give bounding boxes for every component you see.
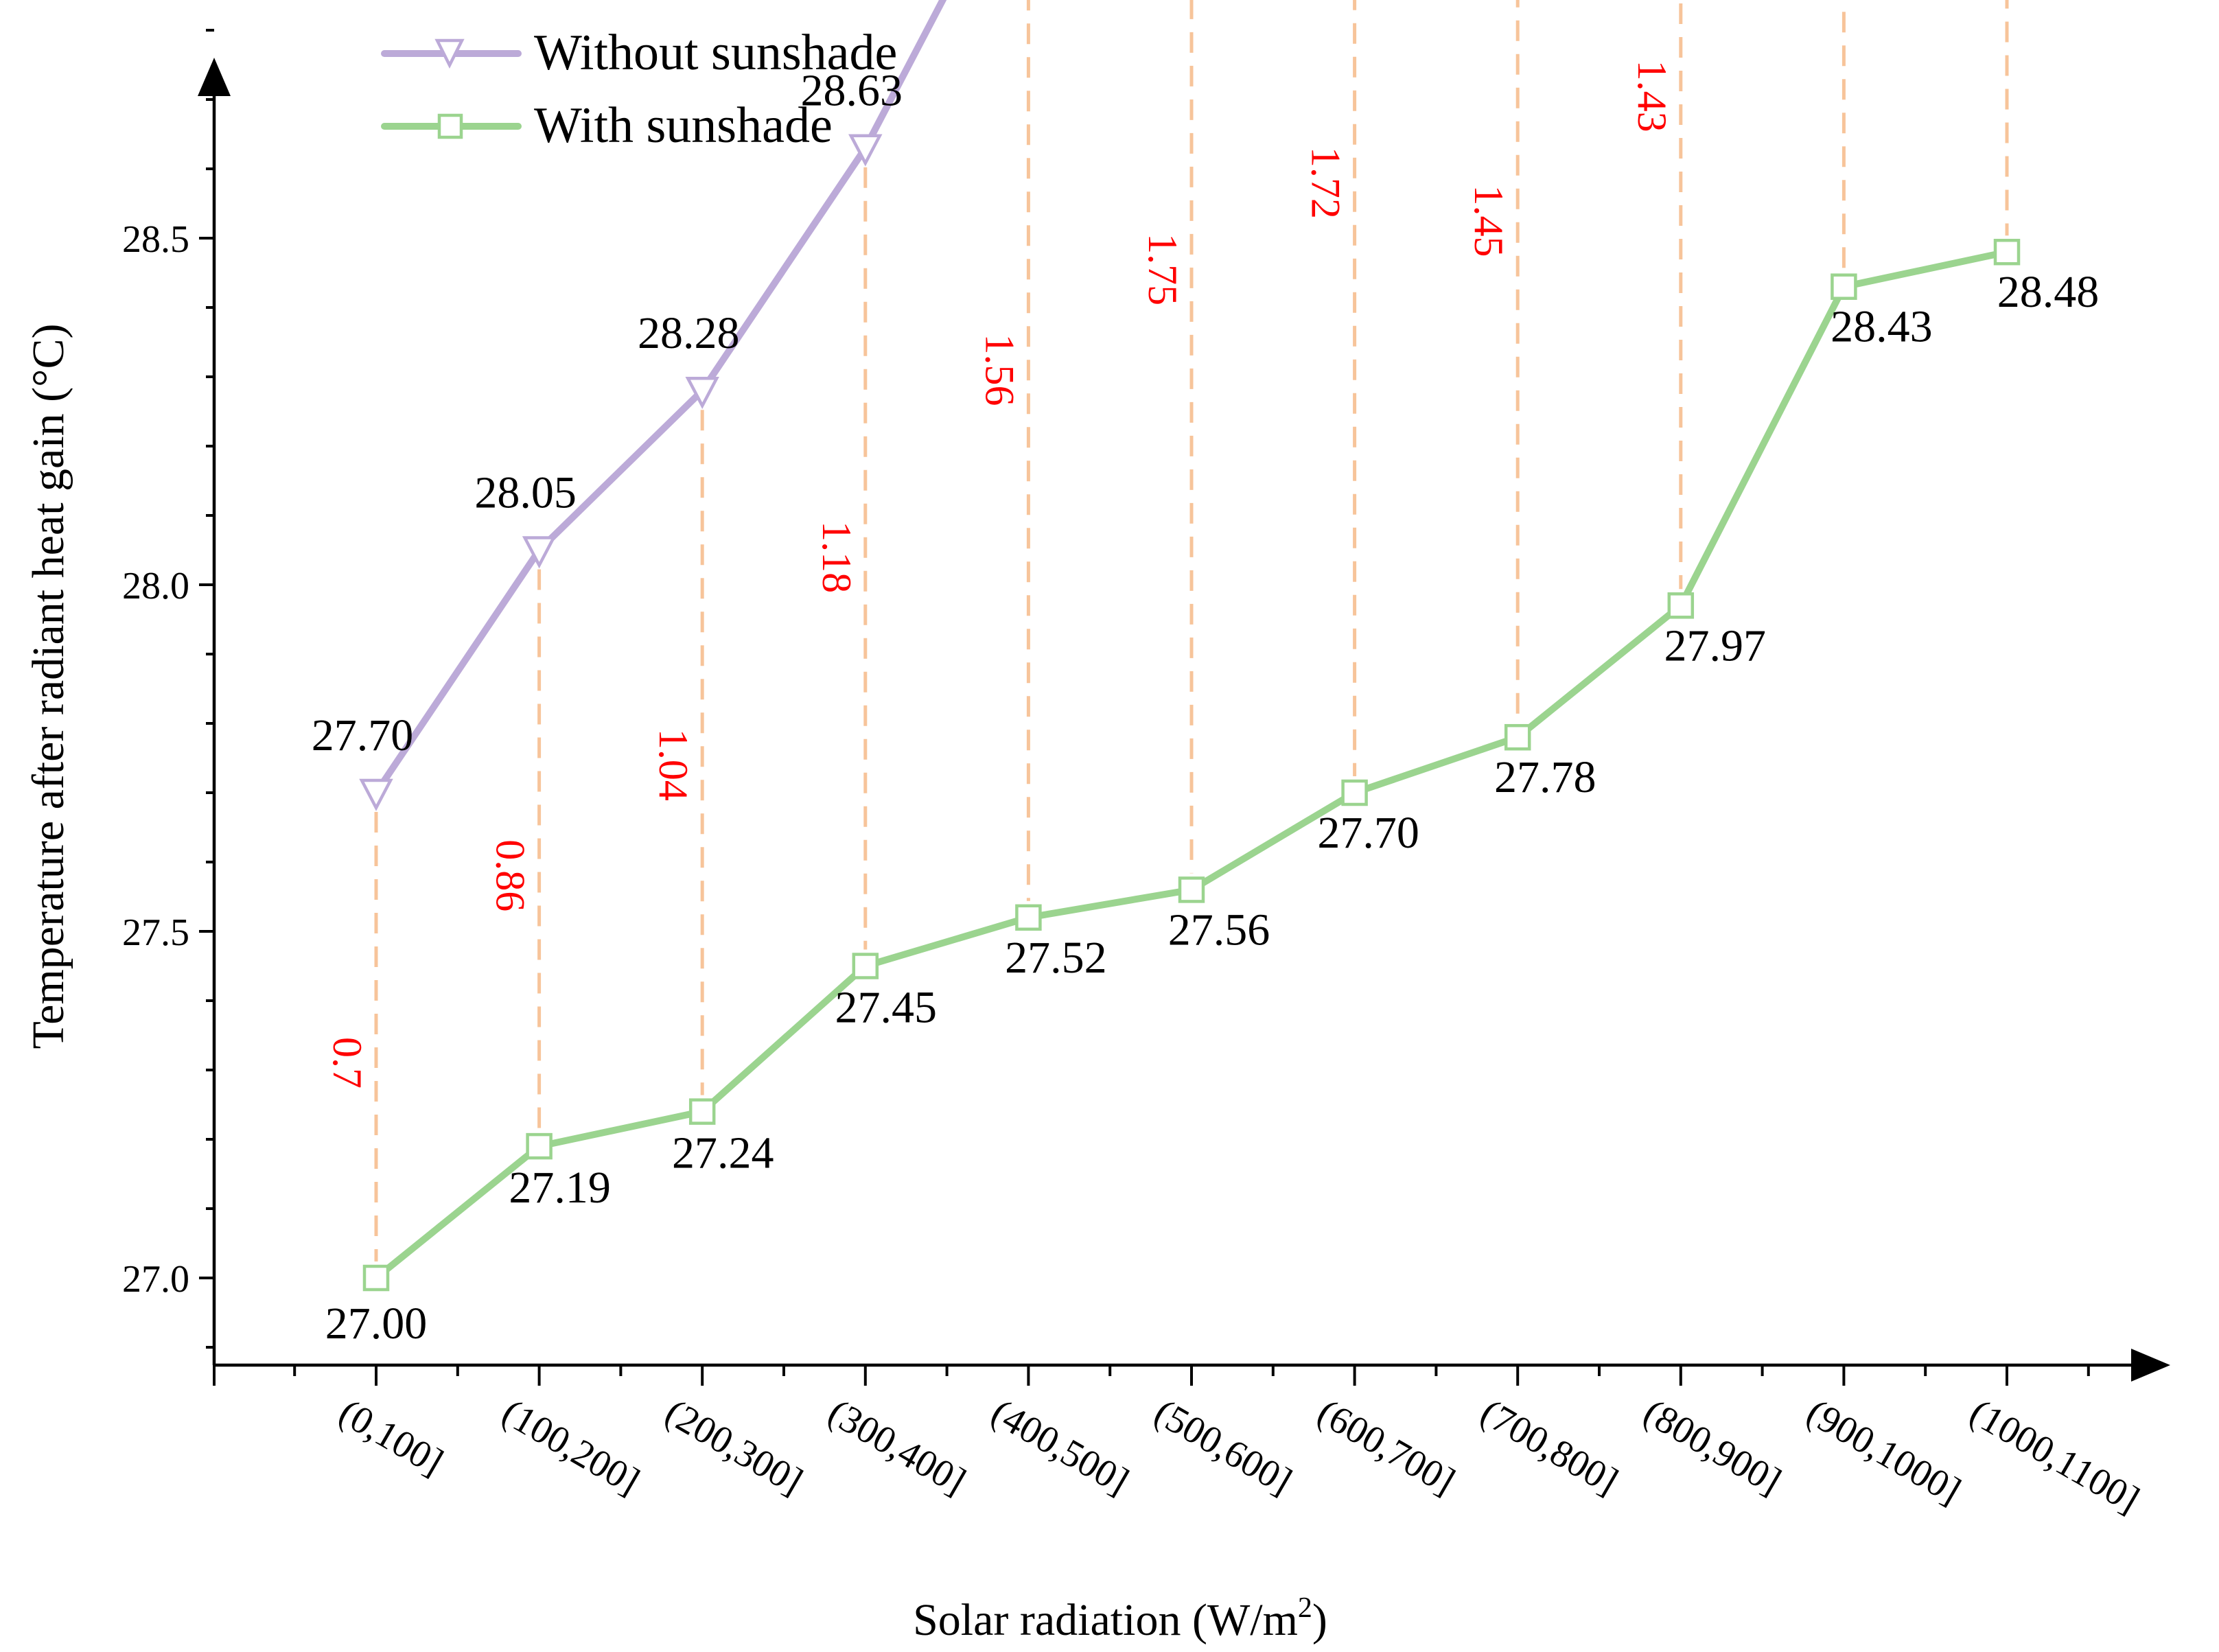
difference-label: 1.56	[977, 334, 1022, 406]
difference-drop-lines	[374, 0, 2009, 1261]
value-label-with-sunshade: 27.70	[1317, 808, 1419, 858]
data-point-with-sunshade	[1341, 779, 1368, 806]
difference-label: 1.72	[1303, 147, 1349, 219]
value-label-with-sunshade: 27.45	[835, 983, 938, 1033]
legend-marker-square-icon	[437, 113, 463, 139]
data-point-with-sunshade	[1015, 904, 1042, 931]
data-point-without-sunshade	[359, 778, 393, 811]
data-point-with-sunshade	[688, 1098, 716, 1125]
x-axis-title-end: )	[1312, 1595, 1327, 1645]
difference-label: 0.7	[325, 1037, 370, 1089]
value-label-with-sunshade: 27.56	[1168, 905, 1270, 955]
legend-marker-down-triangle-icon	[434, 38, 465, 69]
y-tick-label: 28.5	[122, 218, 189, 261]
data-point-with-sunshade	[1178, 876, 1205, 903]
difference-label: 0.86	[488, 839, 533, 911]
data-point-with-sunshade	[526, 1132, 553, 1160]
y-tick-label: 27.5	[122, 911, 189, 954]
data-point-with-sunshade	[852, 953, 879, 979]
series-line-without-sunshade	[373, 0, 947, 796]
value-label-with-sunshade: 27.00	[325, 1299, 428, 1349]
data-point-with-sunshade	[362, 1264, 390, 1292]
value-label-without-sunshade: 27.70	[312, 710, 414, 760]
legend: Without sunshade With sunshade	[381, 25, 897, 154]
y-tick-label: 27.0	[122, 1258, 189, 1301]
legend-label-with-sunshade: With sunshade	[534, 97, 833, 154]
value-label-with-sunshade: 27.24	[672, 1128, 774, 1178]
value-label-without-sunshade: 28.63	[801, 66, 903, 116]
y-axis-title: Temperature after radiant heat gain (°C)	[23, 323, 73, 1049]
value-label-with-sunshade: 27.97	[1664, 620, 1767, 671]
data-point-with-sunshade	[1993, 238, 2021, 266]
y-tick-label: 28.0	[122, 565, 189, 607]
y-axis-arrow-icon	[198, 58, 231, 96]
difference-label: 1.75	[1140, 233, 1185, 305]
x-axis-title-superscript: 2	[1298, 1592, 1312, 1624]
difference-labels: 0.70.861.041.181.561.751.721.451.431.541…	[325, 60, 1675, 1089]
data-point-without-sunshade	[685, 376, 719, 410]
data-point-with-sunshade	[1831, 273, 1857, 300]
difference-label: 1.04	[651, 729, 696, 801]
value-labels: 27.7028.0528.2828.6329.0829.3129.4229.23…	[312, 66, 2100, 1349]
data-point-with-sunshade	[1504, 723, 1531, 751]
data-point-with-sunshade	[1667, 592, 1695, 619]
value-label-with-sunshade: 27.78	[1494, 752, 1596, 802]
x-axis-title-main: Solar radiation (W/m	[913, 1595, 1298, 1645]
value-label-with-sunshade: 28.48	[1997, 267, 2100, 317]
series-markers	[359, 134, 2021, 1292]
value-label-with-sunshade: 27.19	[509, 1163, 611, 1213]
difference-label: 1.45	[1466, 185, 1511, 257]
value-label-without-sunshade: 28.05	[474, 468, 577, 518]
value-label-with-sunshade: 28.43	[1831, 302, 1933, 352]
difference-label: 1.18	[814, 521, 859, 593]
legend-label-without-sunshade: Without sunshade	[534, 25, 897, 81]
difference-label: 1.43	[1629, 60, 1675, 132]
data-point-without-sunshade	[522, 536, 557, 569]
value-label-with-sunshade: 27.52	[1005, 933, 1107, 983]
data-point-without-sunshade	[848, 134, 883, 167]
x-axis-arrow-icon	[2131, 1349, 2170, 1382]
y-ticks: 27.027.528.028.529.029.530.030.5	[122, 29, 214, 1349]
x-axis-title: Solar radiation (W/m2)	[913, 1592, 1327, 1645]
value-label-without-sunshade: 28.28	[638, 308, 740, 358]
